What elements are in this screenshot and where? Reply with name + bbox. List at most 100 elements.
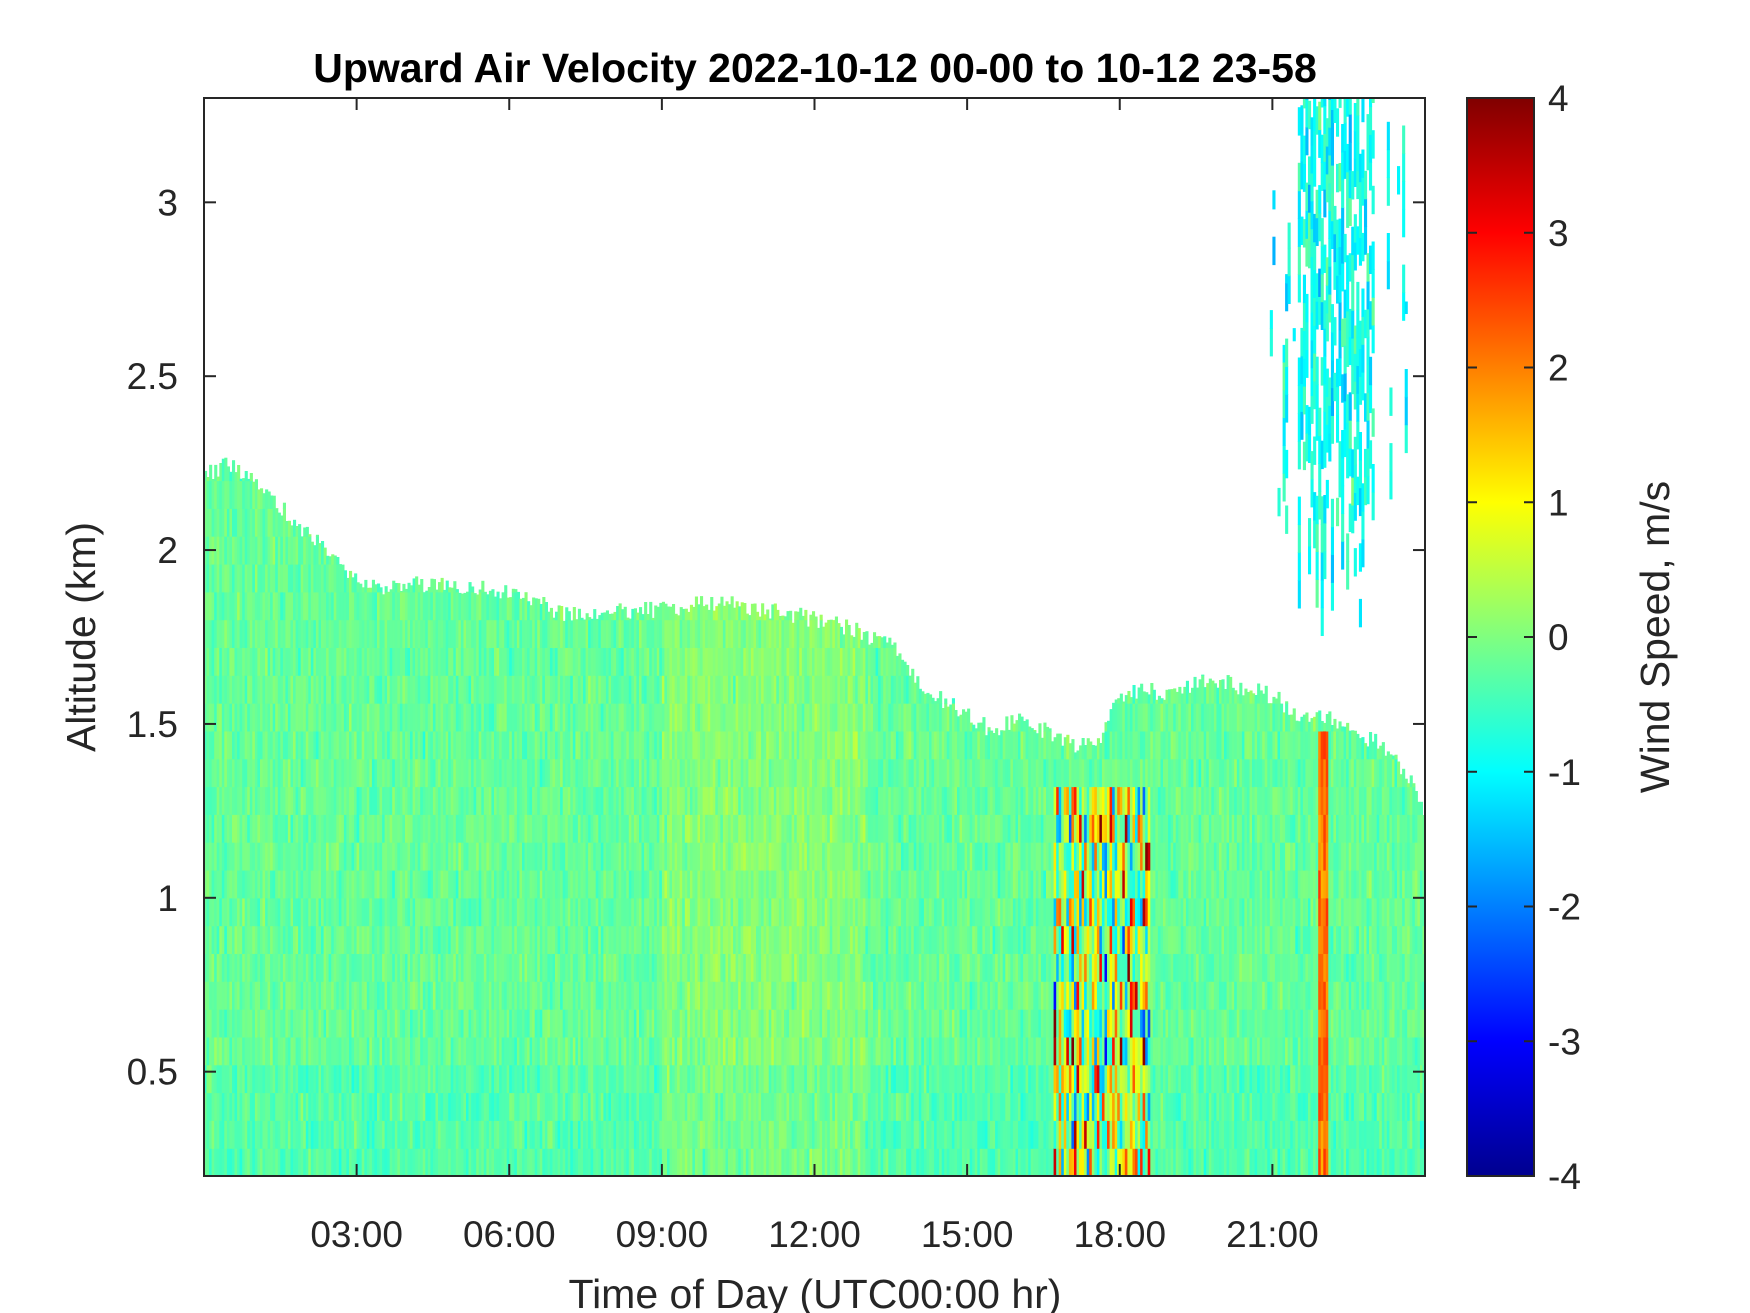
heatmap-cell — [399, 897, 403, 927]
heatmap-cell — [605, 870, 609, 899]
heatmap-cell — [361, 786, 365, 815]
heatmap-cell — [575, 619, 579, 621]
heatmap-cell — [349, 591, 353, 621]
heatmap-cell — [260, 508, 264, 537]
heatmap-cell — [221, 619, 225, 648]
heatmap-cell — [272, 1148, 276, 1176]
heatmap-cell — [506, 842, 510, 871]
heatmap-cell — [494, 703, 498, 732]
heatmap-cell — [371, 1064, 375, 1094]
heatmap-cell — [234, 1092, 238, 1121]
heatmap-cell — [216, 1064, 220, 1094]
heatmap-cell — [455, 1148, 459, 1176]
heatmap-cell — [692, 953, 696, 982]
heatmap-cell — [239, 953, 243, 982]
heatmap-cell — [219, 1148, 223, 1176]
heatmap-cell — [204, 1064, 208, 1094]
heatmap-cell — [379, 842, 383, 871]
heatmap-cell — [394, 786, 398, 815]
heatmap-cell — [733, 1148, 737, 1176]
heatmap-cell — [336, 730, 340, 760]
heatmap-cell — [549, 786, 553, 815]
heatmap-cell — [611, 925, 615, 954]
heatmap-cell — [277, 1148, 281, 1176]
heatmap-cell — [735, 953, 739, 982]
heatmap-cell — [539, 1092, 543, 1121]
heatmap-cell — [338, 870, 342, 899]
heatmap-cell — [715, 703, 719, 732]
heatmap-cell — [641, 619, 645, 648]
heatmap-cell — [516, 1064, 520, 1094]
heatmap-cell — [417, 1148, 421, 1176]
heatmap-cell — [262, 842, 266, 871]
heatmap-cell — [282, 564, 286, 593]
heatmap-cell — [555, 619, 559, 648]
heatmap-cell — [598, 897, 602, 927]
heatmap-cell — [226, 536, 230, 565]
heatmap-cell — [270, 870, 274, 899]
heatmap-cell — [519, 925, 523, 954]
heatmap-cell — [555, 730, 559, 760]
heatmap-cell — [377, 842, 381, 871]
heatmap-cell — [677, 1120, 681, 1149]
heatmap-cell — [305, 730, 309, 760]
heatmap-cell — [697, 925, 701, 954]
heatmap-cell — [410, 619, 414, 648]
heatmap-cell — [445, 1064, 449, 1094]
heatmap-cell — [361, 953, 365, 982]
heatmap-cell — [580, 758, 584, 788]
heatmap-cell — [598, 1036, 602, 1066]
heatmap-cell — [262, 786, 266, 815]
heatmap-cell — [478, 619, 482, 648]
heatmap-cell — [280, 1092, 284, 1121]
heatmap-cell — [450, 814, 454, 843]
heatmap-cell — [667, 675, 671, 704]
heatmap-cell — [598, 1064, 602, 1094]
heatmap-cell — [567, 619, 571, 648]
heatmap-cell — [552, 1120, 556, 1149]
heatmap-cell — [694, 596, 698, 621]
heatmap-cell — [313, 786, 317, 815]
heatmap-cell — [702, 981, 706, 1010]
heatmap-cell — [275, 675, 279, 704]
heatmap-cell — [214, 814, 218, 843]
heatmap-cell — [267, 730, 271, 760]
heatmap-cell — [707, 1092, 711, 1121]
heatmap-cell — [432, 953, 436, 982]
heatmap-cell — [722, 1064, 726, 1094]
heatmap-cell — [621, 703, 625, 732]
heatmap-cell — [570, 842, 574, 871]
heatmap-cell — [349, 1036, 353, 1066]
heatmap-cell — [392, 1009, 396, 1038]
heatmap-cell — [476, 1148, 480, 1176]
heatmap-cell — [639, 675, 643, 704]
heatmap-cell — [377, 1092, 381, 1121]
heatmap-cell — [399, 619, 403, 648]
heatmap-cell — [712, 1009, 716, 1038]
heatmap-cell — [547, 981, 551, 1010]
heatmap-cell — [664, 1009, 668, 1038]
heatmap-cell — [565, 1009, 569, 1038]
heatmap-cell — [539, 981, 543, 1010]
heatmap-cell — [387, 897, 391, 927]
heatmap-cell — [300, 842, 304, 871]
heatmap-cell — [603, 1036, 607, 1066]
heatmap-cell — [730, 758, 734, 788]
heatmap-cell — [427, 587, 431, 593]
heatmap-cell — [293, 1009, 297, 1038]
heatmap-cell — [224, 730, 228, 760]
heatmap-cell — [491, 786, 495, 815]
heatmap-cell — [282, 730, 286, 760]
heatmap-cell — [527, 675, 531, 704]
heatmap-cell — [478, 1036, 482, 1066]
heatmap-cell — [527, 703, 531, 732]
heatmap-cell — [509, 925, 513, 954]
heatmap-cell — [394, 870, 398, 899]
heatmap-cell — [562, 1120, 566, 1149]
heatmap-cell — [590, 842, 594, 871]
heatmap-cell — [343, 703, 347, 732]
heatmap-cell — [494, 675, 498, 704]
heatmap-cell — [585, 1009, 589, 1038]
heatmap-cell — [605, 619, 609, 648]
heatmap-cell — [598, 870, 602, 899]
